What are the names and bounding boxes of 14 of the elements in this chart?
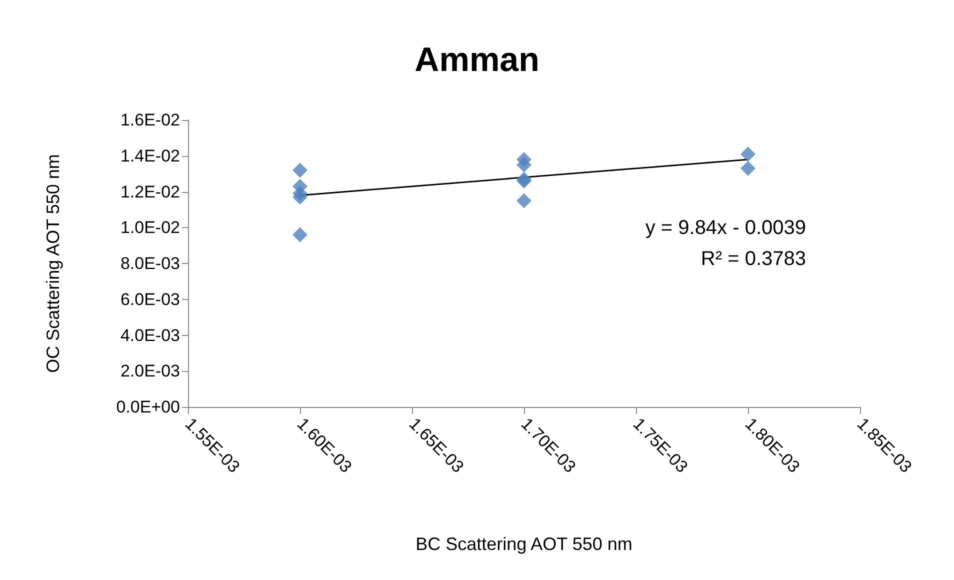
y-tick-label: 1.4E-02 (120, 146, 180, 166)
x-axis-title: BC Scattering AOT 550 nm (416, 534, 632, 554)
y-tick-label: 6.0E-03 (120, 290, 180, 309)
y-tick-label: 0.0E+00 (116, 398, 180, 416)
y-tick-label: 1.2E-02 (120, 182, 180, 202)
y-tick-label: 2.0E-03 (120, 362, 180, 381)
y-axis-title: OC Scattering AOT 550 nm (43, 154, 63, 373)
y-tick-label: 8.0E-03 (120, 254, 180, 273)
y-tick-label: 4.0E-03 (120, 326, 180, 345)
annotation: R² = 0.3783 (700, 248, 806, 270)
y-tick-label: 1.6E-02 (120, 110, 180, 130)
annotation: y = 9.84x - 0.0039 (645, 217, 806, 239)
y-tick-label: 1.0E-02 (120, 218, 180, 238)
chart-title: Amman (414, 41, 540, 79)
